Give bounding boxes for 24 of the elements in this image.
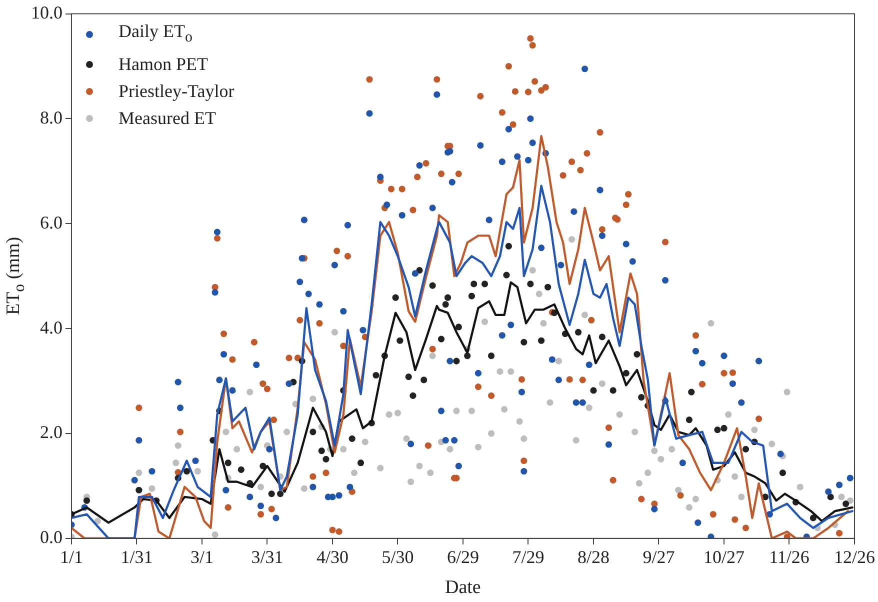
x-tick-label: 12/26	[834, 546, 876, 567]
x-tick-label: 11/26	[769, 546, 810, 567]
y-tick-label: 0.0	[40, 527, 62, 548]
legend-label: Measured ET	[118, 107, 216, 130]
x-tick-label: 8/28	[577, 546, 610, 567]
y-tick-label: 10.0	[31, 2, 62, 23]
legend-label: Hamon PET	[118, 53, 208, 76]
y-tick-label: 8.0	[40, 107, 62, 128]
legend-label: Priestley-Taylor	[118, 80, 234, 104]
y-tick-label: 4.0	[40, 317, 62, 338]
x-tick-label: 7/29	[512, 546, 544, 567]
x-tick-label: 9/27	[642, 546, 675, 567]
x-axis-title: Date	[444, 577, 481, 598]
x-tick-label: 4/30	[316, 546, 349, 567]
y-tick-label: 2.0	[40, 422, 62, 442]
x-tick-label: 10/27	[703, 546, 745, 567]
x-tick-label: 3/1	[190, 546, 214, 567]
y-tick-label: 6.0	[40, 212, 62, 232]
x-tick-label: 5/30	[382, 546, 414, 567]
x-tick-label: 1/31	[120, 546, 153, 567]
x-tick-label: 6/29	[446, 546, 480, 567]
x-tick-label: 3/31	[251, 546, 284, 567]
x-tick-label: 1/1	[60, 546, 84, 567]
legend-label: Daily ET$_{o}$	[118, 20, 192, 48]
